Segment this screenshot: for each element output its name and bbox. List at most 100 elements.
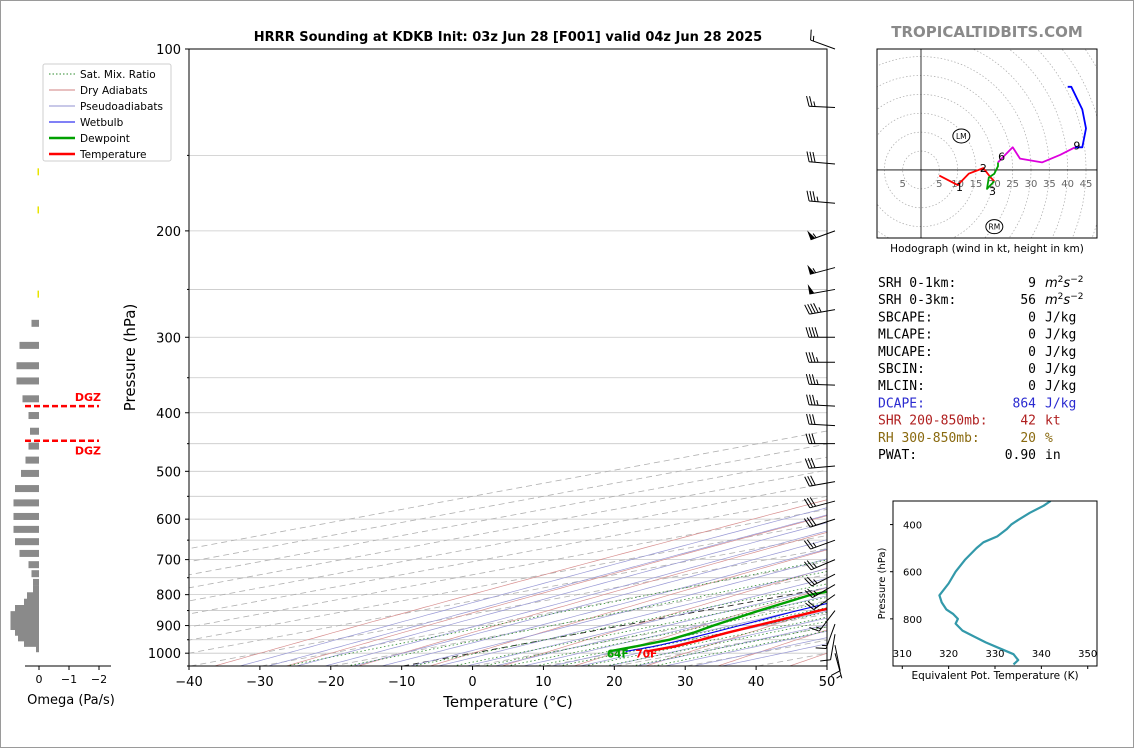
omega-bar — [28, 442, 39, 450]
y-tick-label: 900 — [156, 620, 181, 635]
hodo-trace — [997, 146, 1076, 164]
x-tick-label: −30 — [246, 675, 273, 690]
hodo-ring-label: 5 — [936, 179, 942, 190]
barb-shaft — [834, 653, 843, 679]
barb-full — [815, 647, 827, 650]
hodo-height-label: 6 — [998, 151, 1005, 164]
theta-x-tick-label: 330 — [985, 649, 1004, 660]
theta-y-tick-label: 600 — [903, 568, 922, 579]
dry-adiabat — [1077, 49, 1133, 666]
barb-half — [813, 101, 816, 107]
barb-full — [811, 327, 816, 338]
barb-full — [803, 518, 811, 528]
pseudoadiabat — [580, 610, 827, 666]
legend-label: Dry Adiabats — [80, 85, 148, 97]
stat-value: 0 — [1028, 345, 1036, 360]
x-tick-label: 0 — [468, 675, 476, 690]
barb-shaft — [810, 539, 836, 550]
pseudoadiabat — [523, 595, 827, 666]
barb-half — [812, 233, 817, 239]
y-tick-label: 200 — [156, 225, 181, 240]
skewt-background: 124681013162024303664F70F — [189, 49, 1133, 666]
stat-unit: J/kg — [1045, 362, 1076, 377]
omega-bar — [10, 611, 39, 619]
site-watermark: TROPICALTIDBITS.COM — [891, 23, 1083, 41]
wind-barb — [820, 634, 836, 662]
barb-full — [809, 394, 813, 406]
barb-full — [812, 151, 816, 163]
omega-bar — [15, 605, 39, 613]
dry-adiabat — [430, 549, 827, 666]
barb-full — [804, 578, 813, 587]
dry-adiabat — [358, 532, 827, 666]
wind-barb — [805, 594, 836, 610]
omega-bar — [13, 512, 39, 520]
barb-flag — [807, 230, 816, 240]
barb-full — [808, 374, 813, 385]
y-tick-label: 800 — [156, 589, 181, 604]
stat-unit: J/kg — [1045, 396, 1076, 411]
stat-label: MLCIN: — [878, 379, 925, 394]
omega-bar — [18, 634, 39, 642]
barb-shaft — [809, 481, 836, 487]
wind-barb — [805, 352, 835, 363]
barb-full — [803, 498, 811, 509]
barb-full — [806, 151, 810, 162]
x-tick-label: −40 — [175, 675, 202, 690]
stats-panel: SRH 0-1km: 9 m2s−2 SRH 0-3km: 56 m2s−2 SBCAPE:… — [878, 275, 1083, 463]
barb-half — [818, 307, 822, 313]
pseudoadiabat — [551, 603, 827, 666]
y-tick-label: 700 — [156, 554, 181, 569]
barb-half — [812, 542, 817, 548]
y-tick-label: 400 — [156, 407, 181, 422]
hodo-ring-label: 35 — [1043, 179, 1056, 190]
omega-bar — [31, 570, 39, 578]
wind-barb — [830, 645, 841, 677]
omega-bar — [31, 319, 39, 327]
lm-marker — [952, 128, 971, 144]
hodo-height-label: 9 — [1073, 139, 1080, 152]
barb-full — [809, 414, 813, 425]
omega-bar — [28, 412, 39, 420]
wind-barb — [810, 29, 836, 50]
legend-label: Wetbulb — [80, 117, 124, 129]
theta-y-tick-label: 400 — [903, 521, 922, 532]
y-tick-label: 600 — [156, 513, 181, 528]
omega-bar — [33, 585, 39, 593]
barb-full — [807, 600, 817, 609]
wind-barb — [806, 394, 836, 407]
hodo-trace — [986, 162, 999, 190]
omega-bar — [21, 469, 39, 477]
wetbulb-profile — [625, 602, 827, 652]
x-tick-label: 30 — [677, 675, 694, 690]
omega-bar — [27, 592, 39, 600]
barb-full — [814, 327, 819, 338]
skewt-diagram: 124681013162024303664F70F−40−30−20−10010… — [42, 29, 1133, 711]
rm-marker — [985, 219, 1004, 235]
isotherm--30 — [190, 548, 827, 666]
omega-bar — [15, 628, 39, 636]
omega-bar — [33, 578, 39, 586]
isotherm--40 — [189, 535, 827, 654]
hodo-ring-label: 30 — [1025, 179, 1038, 190]
isotherm-0 — [403, 587, 827, 666]
omega-bar — [16, 377, 39, 385]
barb-half — [816, 357, 819, 363]
mixing-ratio-line — [653, 630, 827, 666]
isotherm--20 — [261, 561, 827, 666]
wind-barb — [807, 264, 836, 275]
barb-shaft — [825, 623, 836, 649]
barb-shaft — [810, 39, 836, 50]
barb-full — [808, 352, 813, 363]
barb-shaft — [830, 634, 836, 660]
hodo-ring-label: 20 — [988, 179, 1001, 190]
barb-full — [803, 540, 811, 550]
barb-half — [815, 626, 822, 630]
mixing-ratio-line — [285, 559, 827, 666]
mixing-ratio-line — [605, 620, 827, 666]
barb-full — [804, 304, 810, 315]
omega-tick-label: 0 — [36, 673, 43, 686]
barb-full — [805, 433, 810, 444]
